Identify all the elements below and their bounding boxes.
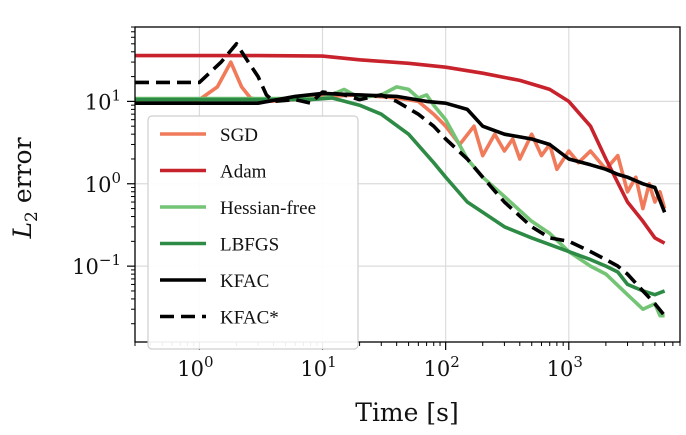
y-axis-label: L2 error — [8, 137, 42, 239]
legend-label: LBFGS — [220, 235, 279, 256]
y-tick-label: 10−1 — [72, 251, 121, 279]
legend-label: SGD — [220, 125, 258, 146]
series-line-kfac- — [135, 42, 666, 317]
legend-box — [147, 115, 359, 350]
y-ticks: 10−1 100 101 — [72, 26, 135, 325]
x-tick-label: 103 — [547, 353, 583, 381]
series-line-lbfgs — [135, 96, 666, 297]
series-lines — [135, 42, 667, 318]
x-tick-label: 101 — [300, 353, 336, 381]
legend: SGD Adam Hessian-free LBFGS KFAC KFAC* — [147, 115, 359, 350]
legend-label: KFAC* — [220, 308, 279, 329]
y-tick-label: 100 — [85, 169, 121, 197]
x-tick-label: 102 — [424, 353, 460, 381]
legend-label: KFAC — [220, 271, 269, 292]
legend-label: Hessian-free — [220, 198, 316, 219]
x-tick-label: 100 — [177, 353, 213, 381]
x-axis-label: Time [s] — [355, 398, 458, 427]
y-tick-label: 101 — [85, 86, 121, 114]
legend-label: Adam — [220, 162, 267, 183]
series-line-adam — [135, 53, 666, 245]
x-ticks: 100 101 102 103 — [134, 342, 681, 381]
plot-frame — [134, 26, 681, 343]
